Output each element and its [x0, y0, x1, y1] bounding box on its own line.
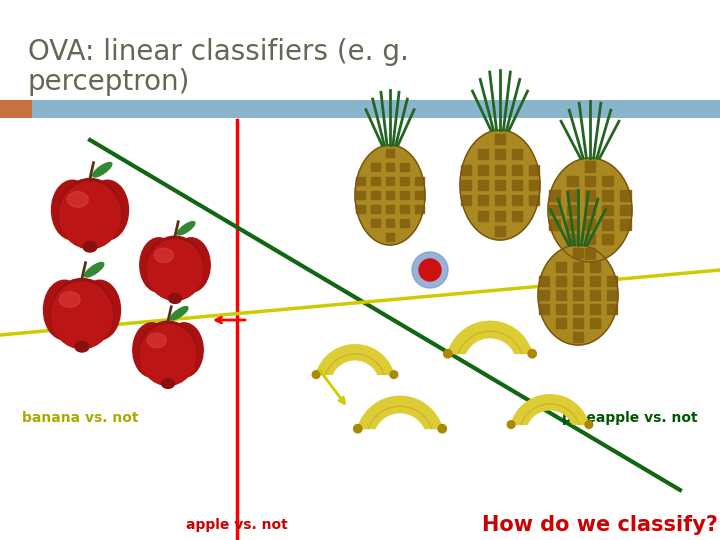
Ellipse shape: [390, 371, 397, 379]
Ellipse shape: [177, 221, 195, 235]
Ellipse shape: [161, 379, 174, 388]
Ellipse shape: [51, 282, 112, 348]
Ellipse shape: [168, 294, 181, 303]
Ellipse shape: [93, 163, 112, 177]
Ellipse shape: [438, 424, 446, 433]
Ellipse shape: [444, 349, 452, 358]
Ellipse shape: [140, 238, 179, 292]
Text: apple vs. not: apple vs. not: [186, 518, 288, 532]
Text: How do we classify?: How do we classify?: [482, 515, 718, 535]
Ellipse shape: [50, 279, 114, 348]
Circle shape: [419, 259, 441, 281]
Ellipse shape: [132, 323, 171, 377]
Ellipse shape: [548, 158, 632, 262]
Ellipse shape: [154, 248, 174, 262]
Ellipse shape: [460, 130, 540, 240]
Ellipse shape: [86, 180, 128, 240]
Text: banana vs. not: banana vs. not: [22, 411, 138, 425]
Ellipse shape: [67, 192, 89, 207]
Ellipse shape: [355, 145, 425, 245]
Text: pineapple vs. not: pineapple vs. not: [562, 411, 698, 425]
Ellipse shape: [147, 333, 166, 348]
Ellipse shape: [171, 307, 188, 320]
Ellipse shape: [83, 241, 97, 252]
Ellipse shape: [85, 262, 104, 277]
Ellipse shape: [140, 325, 196, 385]
Ellipse shape: [139, 321, 197, 385]
Ellipse shape: [538, 245, 618, 345]
Polygon shape: [448, 321, 532, 354]
Ellipse shape: [52, 180, 94, 240]
Polygon shape: [316, 345, 394, 375]
Ellipse shape: [147, 239, 203, 300]
Ellipse shape: [43, 280, 86, 340]
Bar: [0, 100, 32, 118]
Ellipse shape: [585, 421, 593, 428]
Ellipse shape: [58, 179, 122, 248]
Circle shape: [412, 252, 448, 288]
Ellipse shape: [59, 182, 121, 248]
Ellipse shape: [59, 292, 80, 307]
Ellipse shape: [78, 280, 120, 340]
Ellipse shape: [528, 349, 536, 358]
Ellipse shape: [146, 236, 204, 300]
Ellipse shape: [508, 421, 515, 428]
Polygon shape: [358, 396, 442, 429]
Ellipse shape: [75, 341, 89, 352]
Polygon shape: [511, 395, 589, 424]
Bar: [0, 100, 720, 118]
Text: OVA: linear classifiers (e. g.: OVA: linear classifiers (e. g.: [28, 38, 409, 66]
Ellipse shape: [172, 238, 210, 292]
Ellipse shape: [354, 424, 362, 433]
Ellipse shape: [165, 323, 203, 377]
Text: perceptron): perceptron): [28, 68, 190, 96]
Ellipse shape: [312, 371, 320, 379]
